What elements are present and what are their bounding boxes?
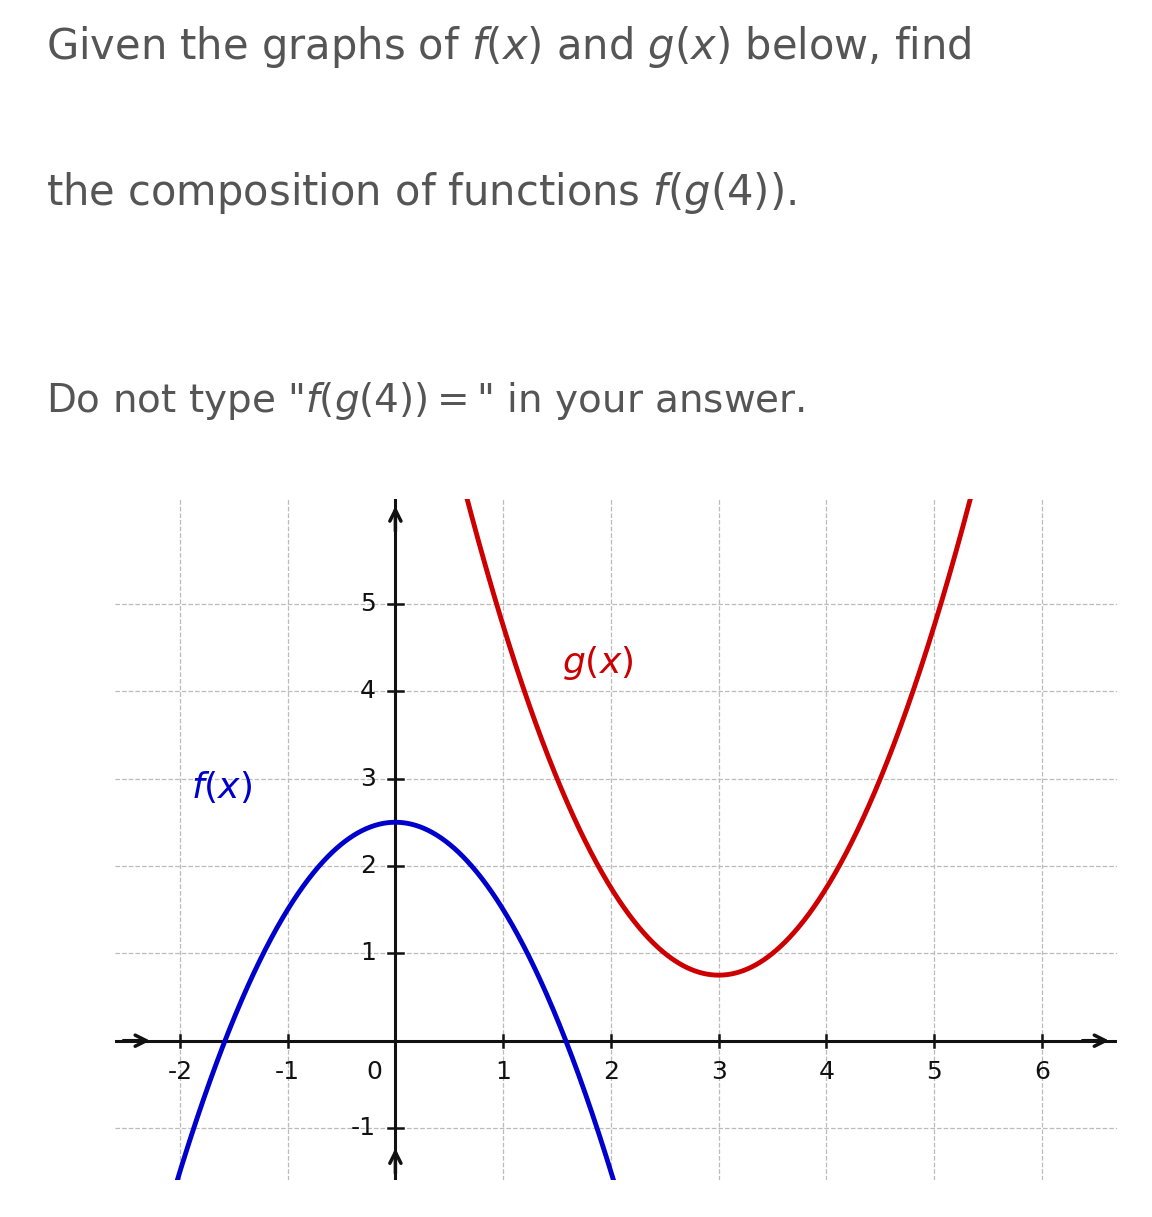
Text: -1: -1 bbox=[351, 1116, 376, 1140]
Text: $g(x)$: $g(x)$ bbox=[562, 645, 634, 683]
Text: the composition of functions $f(g(4))$.: the composition of functions $f(g(4))$. bbox=[46, 170, 796, 217]
Text: $f(x)$: $f(x)$ bbox=[190, 769, 252, 804]
Text: 5: 5 bbox=[926, 1060, 942, 1084]
Text: 2: 2 bbox=[602, 1060, 619, 1084]
Text: 4: 4 bbox=[359, 679, 376, 703]
Text: 1: 1 bbox=[495, 1060, 511, 1084]
Text: 0: 0 bbox=[366, 1060, 382, 1084]
Text: -2: -2 bbox=[167, 1060, 192, 1084]
Text: 5: 5 bbox=[361, 591, 376, 616]
Text: 1: 1 bbox=[361, 941, 376, 965]
Text: 2: 2 bbox=[359, 854, 376, 877]
Text: 6: 6 bbox=[1034, 1060, 1049, 1084]
Text: Do not type "$f(g(4))=$" in your answer.: Do not type "$f(g(4))=$" in your answer. bbox=[46, 380, 805, 422]
Text: 3: 3 bbox=[711, 1060, 727, 1084]
Text: Given the graphs of $f(x)$ and $g(x)$ below, find: Given the graphs of $f(x)$ and $g(x)$ be… bbox=[46, 24, 971, 71]
Text: 4: 4 bbox=[818, 1060, 834, 1084]
Text: 3: 3 bbox=[361, 767, 376, 791]
Text: -1: -1 bbox=[275, 1060, 301, 1084]
